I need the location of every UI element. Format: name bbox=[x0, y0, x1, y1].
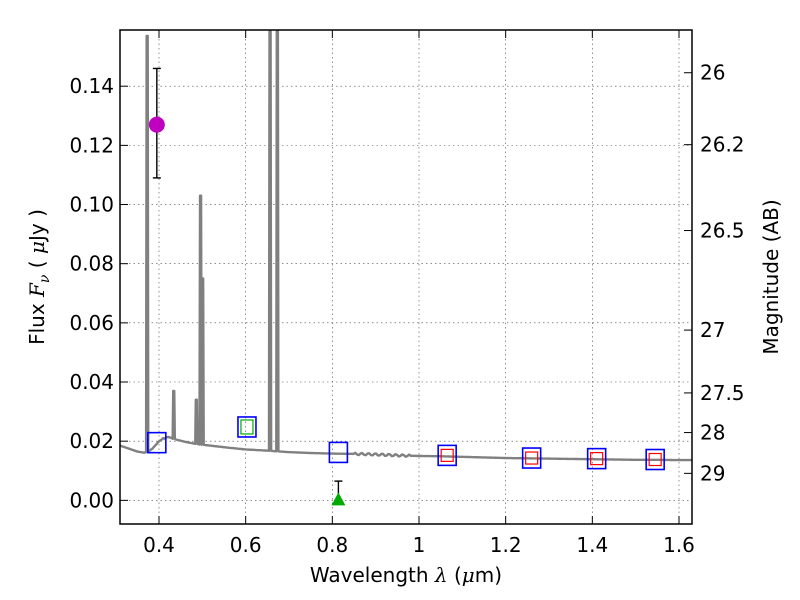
x-tick-label: 0.6 bbox=[230, 533, 262, 557]
band-inner-box bbox=[648, 452, 662, 467]
model-band-box bbox=[147, 431, 167, 454]
x-tick-label: 1.6 bbox=[663, 533, 695, 557]
x-axis-label: Wavelength λ (μm) bbox=[310, 563, 502, 587]
grid bbox=[120, 30, 692, 524]
model-band-box bbox=[237, 416, 257, 438]
y-tick-label: 0.02 bbox=[69, 429, 114, 453]
y2-tick-label: 26 bbox=[700, 61, 725, 85]
y-tick-label: 0.08 bbox=[69, 252, 114, 276]
ticks: 0.4 0.6 0.8 1 1.2 1.4 1.6 0.00 0.02 0.04 0.06 0.08 0… bbox=[69, 30, 745, 557]
band-inner-box bbox=[440, 448, 454, 462]
y-tick-label: 0.14 bbox=[69, 74, 114, 98]
y2-tick-label: 29 bbox=[700, 461, 725, 485]
band-inner-box bbox=[240, 419, 254, 435]
y-tick-label: 0.00 bbox=[69, 488, 114, 512]
y-axis-label: Flux Fν ( μJy ) bbox=[25, 209, 53, 345]
y2-axis-label: Magnitude (AB) bbox=[759, 199, 783, 354]
y2-tick-label: 27 bbox=[700, 318, 725, 342]
plot-area bbox=[120, 30, 692, 506]
y-tick-label: 0.12 bbox=[69, 133, 114, 157]
model-band-box bbox=[645, 448, 665, 471]
x-tick-label: 0.4 bbox=[143, 533, 175, 557]
y2-tick-label: 27.5 bbox=[700, 381, 745, 405]
plot-frame bbox=[119, 29, 693, 525]
sed-model-spectrum bbox=[120, 30, 692, 462]
model-band-box bbox=[521, 447, 542, 469]
y-tick-label: 0.06 bbox=[69, 311, 114, 335]
band-inner-box bbox=[525, 451, 539, 465]
x-tick-label: 1.4 bbox=[576, 533, 608, 557]
y-tick-label: 0.10 bbox=[69, 193, 114, 217]
y2-tick-label: 28 bbox=[700, 421, 725, 445]
x-tick-label: 1 bbox=[413, 533, 426, 557]
model-band-box bbox=[586, 447, 607, 470]
band-inner-box bbox=[590, 452, 604, 466]
y2-tick-label: 26.5 bbox=[700, 219, 745, 243]
detection-point bbox=[148, 116, 165, 133]
model-band-box bbox=[437, 444, 457, 467]
model-band-box bbox=[328, 441, 349, 464]
y2-tick-label: 26.2 bbox=[700, 133, 745, 157]
x-tick-label: 1.2 bbox=[490, 533, 522, 557]
x-tick-label: 0.8 bbox=[316, 533, 348, 557]
y-tick-label: 0.04 bbox=[69, 370, 114, 394]
upper-limit-triangle bbox=[331, 492, 346, 506]
